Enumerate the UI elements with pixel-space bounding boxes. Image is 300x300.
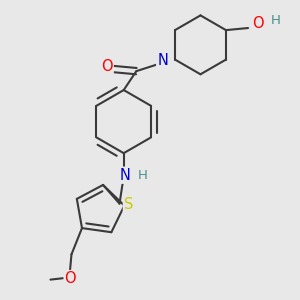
Text: N: N xyxy=(157,53,168,68)
Text: O: O xyxy=(64,271,76,286)
Text: O: O xyxy=(101,59,113,74)
Text: H: H xyxy=(138,169,148,182)
Text: N: N xyxy=(119,168,130,183)
Text: H: H xyxy=(271,14,280,27)
Text: S: S xyxy=(124,197,133,212)
Text: O: O xyxy=(252,16,263,31)
